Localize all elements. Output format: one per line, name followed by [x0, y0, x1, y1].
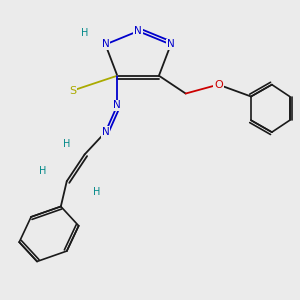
Text: N: N [134, 26, 142, 36]
Text: N: N [101, 40, 109, 50]
Text: S: S [69, 85, 76, 96]
Text: N: N [167, 40, 175, 50]
Text: N: N [101, 127, 109, 137]
Text: O: O [214, 80, 223, 90]
Text: H: H [39, 166, 47, 176]
Text: H: H [63, 139, 70, 149]
Text: H: H [81, 28, 88, 38]
Text: H: H [93, 187, 100, 196]
Text: N: N [113, 100, 121, 110]
